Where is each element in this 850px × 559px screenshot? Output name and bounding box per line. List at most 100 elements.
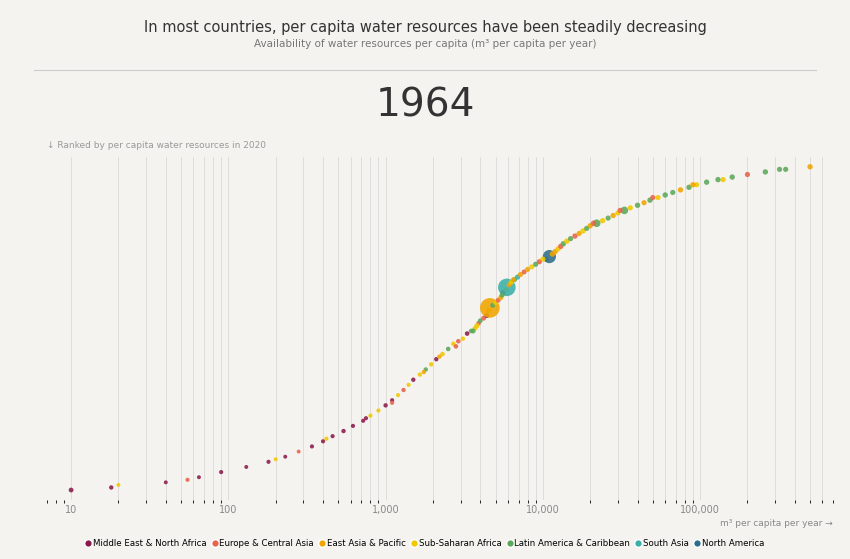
Point bbox=[473, 316, 487, 325]
Point bbox=[686, 180, 700, 189]
Point bbox=[305, 442, 319, 451]
Point bbox=[464, 326, 478, 335]
Text: Availability of water resources per capita (m³ per capita per year): Availability of water resources per capi… bbox=[254, 39, 596, 49]
Point bbox=[564, 234, 577, 243]
Point bbox=[659, 191, 672, 200]
Point bbox=[507, 275, 520, 284]
Point bbox=[554, 242, 568, 251]
Point bbox=[711, 175, 725, 184]
Point bbox=[486, 301, 500, 310]
Point bbox=[385, 396, 399, 405]
Point bbox=[560, 236, 574, 245]
Point bbox=[596, 216, 609, 225]
Point bbox=[406, 375, 420, 384]
Point bbox=[779, 165, 792, 174]
Point bbox=[413, 370, 427, 379]
Point bbox=[356, 416, 370, 425]
Point bbox=[477, 314, 490, 323]
Point bbox=[326, 432, 339, 440]
Point bbox=[397, 386, 411, 395]
Point bbox=[601, 214, 615, 222]
Point bbox=[337, 427, 350, 435]
Point bbox=[470, 321, 484, 330]
Point bbox=[419, 365, 433, 374]
Point bbox=[583, 221, 597, 230]
Point bbox=[590, 219, 604, 228]
Point bbox=[159, 478, 173, 487]
Point bbox=[441, 344, 455, 353]
Point bbox=[717, 175, 730, 184]
Text: m³ per capita per year →: m³ per capita per year → bbox=[720, 519, 833, 528]
Point bbox=[758, 168, 772, 177]
Point bbox=[449, 342, 462, 351]
Point bbox=[518, 268, 531, 277]
Point bbox=[521, 265, 535, 274]
Point bbox=[496, 291, 509, 300]
Point bbox=[446, 339, 460, 348]
Point bbox=[105, 483, 118, 492]
Text: In most countries, per capita water resources have been steadily decreasing: In most countries, per capita water reso… bbox=[144, 20, 706, 35]
Point bbox=[586, 219, 600, 228]
Text: ↓ Ranked by per capita water resources in 2020: ↓ Ranked by per capita water resources i… bbox=[47, 141, 266, 150]
Point bbox=[533, 257, 547, 266]
Point bbox=[552, 244, 565, 253]
Point bbox=[483, 304, 496, 312]
Point bbox=[638, 198, 651, 207]
Point bbox=[536, 255, 550, 264]
Point bbox=[540, 255, 553, 264]
Point bbox=[472, 319, 485, 328]
Point bbox=[500, 283, 513, 292]
Point bbox=[666, 188, 679, 197]
Point bbox=[611, 209, 625, 217]
Point bbox=[507, 275, 521, 284]
Point bbox=[65, 486, 78, 495]
Point bbox=[402, 380, 416, 389]
Point bbox=[690, 180, 704, 189]
Point bbox=[674, 186, 688, 195]
Point bbox=[643, 196, 657, 205]
Legend: Middle East & North Africa, Europe & Central Asia, East Asia & Pacific, Sub-Saha: Middle East & North Africa, Europe & Cen… bbox=[82, 536, 768, 552]
Point bbox=[461, 329, 474, 338]
Point bbox=[548, 247, 562, 256]
Point bbox=[429, 355, 443, 364]
Point bbox=[525, 262, 539, 271]
Point bbox=[192, 473, 206, 482]
Point bbox=[417, 368, 431, 377]
Point bbox=[494, 293, 507, 302]
Point bbox=[803, 162, 817, 171]
Point bbox=[572, 229, 586, 238]
Point bbox=[111, 480, 125, 489]
Point bbox=[496, 288, 510, 297]
Point bbox=[436, 349, 450, 358]
Point bbox=[491, 296, 505, 305]
Point bbox=[700, 178, 713, 187]
Point bbox=[502, 280, 516, 289]
Point bbox=[683, 183, 696, 192]
Point bbox=[391, 391, 405, 400]
Point bbox=[320, 434, 333, 443]
Point bbox=[606, 211, 620, 220]
Point bbox=[379, 401, 393, 410]
Point bbox=[467, 326, 480, 335]
Point bbox=[511, 273, 524, 282]
Point bbox=[542, 252, 556, 261]
Point bbox=[433, 352, 446, 361]
Point bbox=[557, 239, 570, 248]
Point bbox=[316, 437, 330, 446]
Point bbox=[546, 249, 559, 258]
Point bbox=[451, 337, 465, 345]
Point bbox=[624, 203, 638, 212]
Point bbox=[529, 260, 542, 269]
Point bbox=[346, 421, 360, 430]
Point bbox=[568, 231, 581, 240]
Point bbox=[385, 399, 399, 408]
Point bbox=[468, 324, 482, 333]
Point bbox=[364, 411, 377, 420]
Point bbox=[214, 468, 228, 477]
Point bbox=[646, 193, 660, 202]
Point bbox=[360, 414, 373, 423]
Point bbox=[480, 311, 494, 320]
Point bbox=[269, 455, 282, 464]
Text: 1964: 1964 bbox=[376, 87, 474, 125]
Point bbox=[773, 165, 786, 174]
